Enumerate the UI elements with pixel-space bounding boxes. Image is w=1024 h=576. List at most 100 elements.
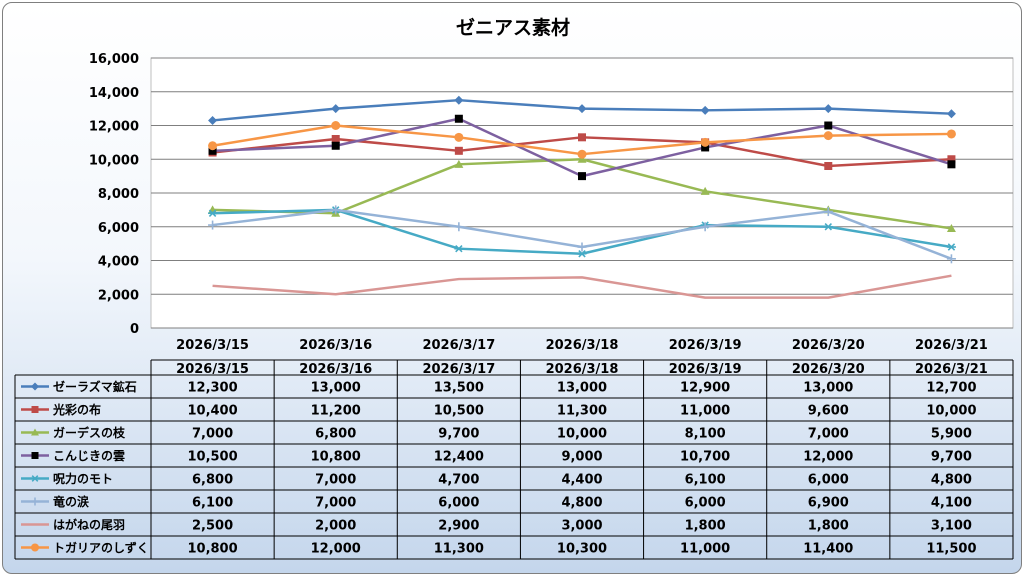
table-cell: 10,700 [680,450,730,465]
star-marker [31,475,39,482]
table-cell: 11,300 [434,542,484,557]
star-marker-stroke [824,223,833,231]
table-cell: 7,000 [315,496,356,511]
circle-marker [454,132,464,142]
x-tick-label: 2026/3/19 [669,338,742,353]
circle-marker [577,149,587,159]
table-cell: 13,000 [557,381,607,396]
plus-marker [700,222,710,232]
table-cell: 4,400 [561,473,602,488]
diamond-marker [331,104,341,114]
table-header-cell: 2026/3/21 [915,362,988,377]
star-marker-stroke [947,243,956,251]
star-marker [577,250,587,258]
plus-marker [31,497,39,506]
star-marker [208,209,218,217]
table-header-cell: 2026/3/18 [546,362,619,377]
x-tick-label: 2026/3/20 [792,338,865,353]
circle-marker [208,141,218,151]
diamond-marker [208,115,218,125]
circle-marker [31,543,39,552]
black-square-marker [331,141,340,150]
series-line [212,274,952,299]
black-square-marker [208,146,217,155]
table-cell: 1,800 [808,519,849,534]
square-marker [578,133,586,142]
table-cell: 12,300 [187,381,237,396]
triangle-marker [700,186,710,195]
star-marker [454,244,464,253]
table-cell: 1,800 [685,519,726,534]
y-tick-label: 16,000 [89,52,139,67]
table-cell: 4,700 [438,473,479,488]
square-marker [947,155,956,164]
table-cell: 10,300 [557,542,607,557]
black-square-marker [824,121,833,130]
x-tick-label: 2026/3/18 [546,338,619,353]
diamond-marker [946,109,956,119]
x-axis-ticks: 2026/3/15 2026/3/16 2026/3/17 2026/3/18 2026… [176,338,988,353]
plus-marker [946,254,956,264]
y-tick-label: 10,000 [89,153,139,168]
table-cell: 12,700 [926,381,976,396]
table-cell: 11,500 [926,542,976,557]
chart-title: ゼニアス素材 [456,16,570,39]
legend-entry: ゼーラズマ鉱石 [53,379,137,394]
gridlines [151,57,1013,329]
circle-marker [331,121,341,130]
plus-marker [454,222,464,232]
table-cell: 10,000 [557,427,607,442]
table-cell: 10,400 [187,404,237,419]
table-cell: 10,500 [187,450,237,465]
table-cell: 7,000 [192,427,233,442]
table-cell: 12,000 [803,450,853,465]
diamond-marker [823,104,833,114]
legend-entry: こんじきの雲 [53,449,125,463]
table-cell: 10,800 [311,450,361,465]
table-cell: 3,100 [931,519,972,534]
circle-marker [946,129,956,139]
table-cell: 6,000 [685,496,726,511]
legend-entry: はがねの尾羽 [53,517,125,532]
table-cell: 13,000 [803,381,853,396]
table-cell: 11,200 [311,404,361,419]
y-tick-label: 4,000 [98,255,139,270]
table-cell: 6,000 [808,473,849,488]
table-header-cell: 2026/3/15 [176,362,249,377]
legend-entry: 竜の涙 [53,494,89,509]
table-cell: 4,800 [561,496,602,511]
table-cell: 7,000 [808,427,849,442]
black-square-marker [578,172,586,181]
table-cell: 9,700 [931,450,972,465]
table-header-cell: 2026/3/20 [792,362,865,377]
plus-marker [823,207,833,217]
star-marker-stroke [208,209,217,217]
table-cell: 10,000 [926,404,976,419]
plus-marker [331,205,341,215]
triangle-marker [577,154,587,163]
star-marker-stroke [31,475,39,482]
table-cell: 9,600 [808,404,849,419]
table-cell: 13,000 [311,381,361,396]
square-marker [31,406,39,413]
table-cell: 7,000 [315,473,356,488]
table-header-cell: 2026/3/17 [422,362,495,377]
table-cell: 4,100 [931,496,972,511]
y-tick-label: 6,000 [98,221,139,236]
x-tick-label: 2026/3/21 [915,338,988,353]
table-cell: 6,100 [192,496,233,511]
triangle-marker [946,223,956,232]
diamond-marker [31,382,39,391]
data-table: 2026/3/15 2026/3/16 2026/3/17 2026/3/18 2026… [14,359,1014,560]
table-cell: 10,500 [434,404,484,419]
table-cell: 12,400 [434,450,484,465]
y-tick-label: 8,000 [98,187,139,202]
table-cell: 12,900 [680,381,730,396]
circle-marker [823,131,833,141]
table-cell: 11,300 [557,404,607,419]
table-cell: 6,800 [315,427,356,442]
plus-marker [577,242,587,252]
y-tick-label: 14,000 [89,86,139,101]
table-cell: 12,000 [311,542,361,557]
